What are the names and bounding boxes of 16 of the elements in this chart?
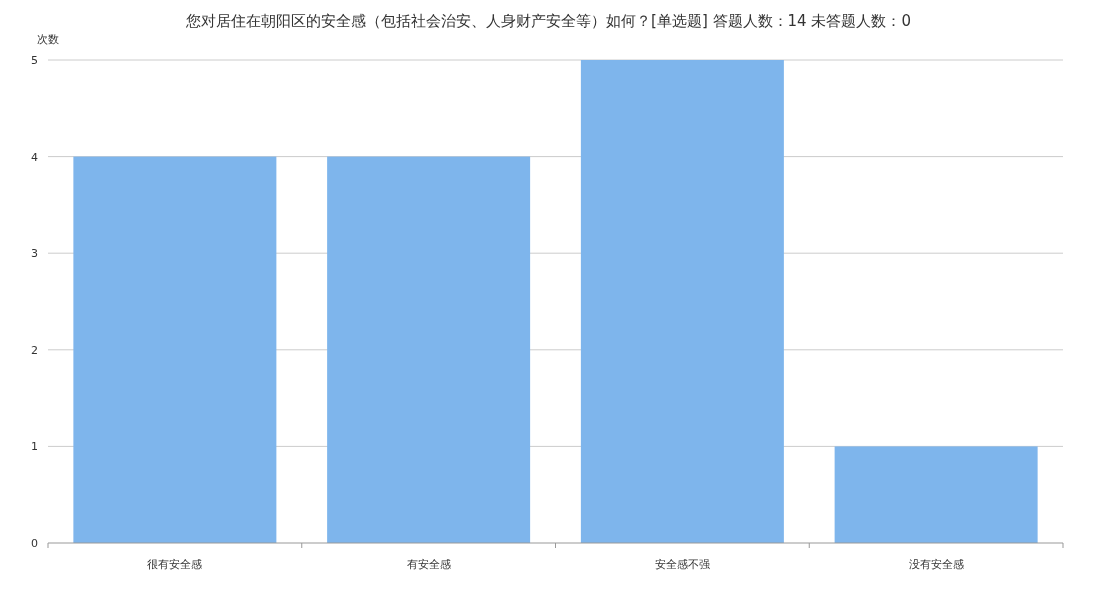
x-tick-label: 没有安全感 bbox=[908, 558, 964, 571]
y-tick-label: 5 bbox=[31, 54, 38, 67]
y-axis-title: 次数 bbox=[37, 33, 59, 46]
y-tick-label: 2 bbox=[31, 343, 38, 357]
chart-title: 您对居住在朝阳区的安全感（包括社会治安、人身财产安全等）如何？[单选题] 答题人数：14 未答题人数：0 bbox=[185, 12, 911, 30]
y-tick-label: 0 bbox=[31, 537, 38, 550]
y-tick-label: 4 bbox=[31, 150, 38, 164]
x-tick-label: 有安全感 bbox=[406, 558, 451, 571]
bar bbox=[580, 60, 784, 543]
bar bbox=[73, 156, 277, 543]
bar bbox=[834, 446, 1038, 543]
y-tick-label: 3 bbox=[31, 247, 38, 261]
x-tick-label: 安全感不强 bbox=[654, 558, 710, 571]
y-tick-label: 1 bbox=[31, 440, 38, 454]
bar bbox=[327, 156, 531, 543]
x-tick-label: 很有安全感 bbox=[147, 558, 203, 571]
